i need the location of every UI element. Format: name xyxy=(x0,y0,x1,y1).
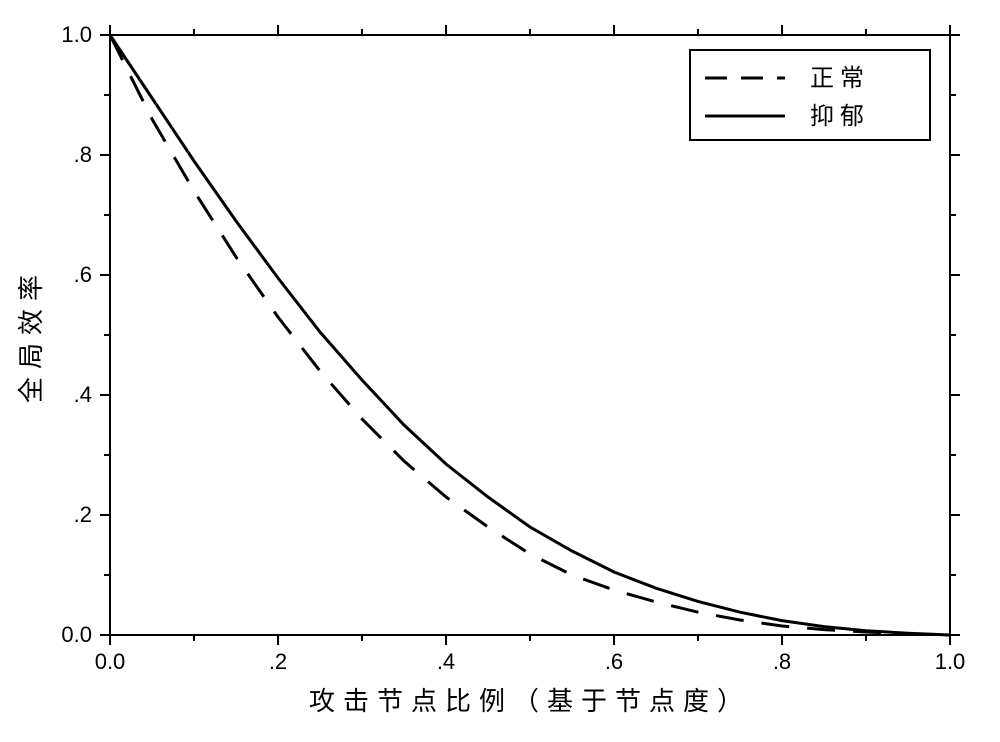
line-chart: 0.0 .2 .4 .6 .8 1.0 0.0 .2 .4 .6 .8 1.0 攻击节点比例（基于节点度… xyxy=(0,0,1000,742)
y-tick-label: 1.0 xyxy=(61,22,92,47)
legend-label: 抑郁 xyxy=(810,103,870,130)
x-tick-label: .8 xyxy=(773,649,791,674)
y-tick-label: .8 xyxy=(74,142,92,167)
y-tick-label: .4 xyxy=(74,382,92,407)
legend-label: 正常 xyxy=(810,65,870,92)
chart-container: 0.0 .2 .4 .6 .8 1.0 0.0 .2 .4 .6 .8 1.0 攻击节点比例（基于节点度… xyxy=(0,0,1000,742)
y-tick-label: 0.0 xyxy=(61,622,92,647)
x-tick-label: .4 xyxy=(437,649,455,674)
y-tick-label: .2 xyxy=(74,502,92,527)
x-tick-label: 1.0 xyxy=(935,649,966,674)
x-tick-label: .6 xyxy=(605,649,623,674)
y-tick-label: .6 xyxy=(74,262,92,287)
x-tick-label: .2 xyxy=(269,649,287,674)
x-axis-label: 攻击节点比例（基于节点度） xyxy=(309,687,751,716)
x-tick-label: 0.0 xyxy=(95,649,126,674)
y-axis-label: 全局效率 xyxy=(17,267,46,403)
